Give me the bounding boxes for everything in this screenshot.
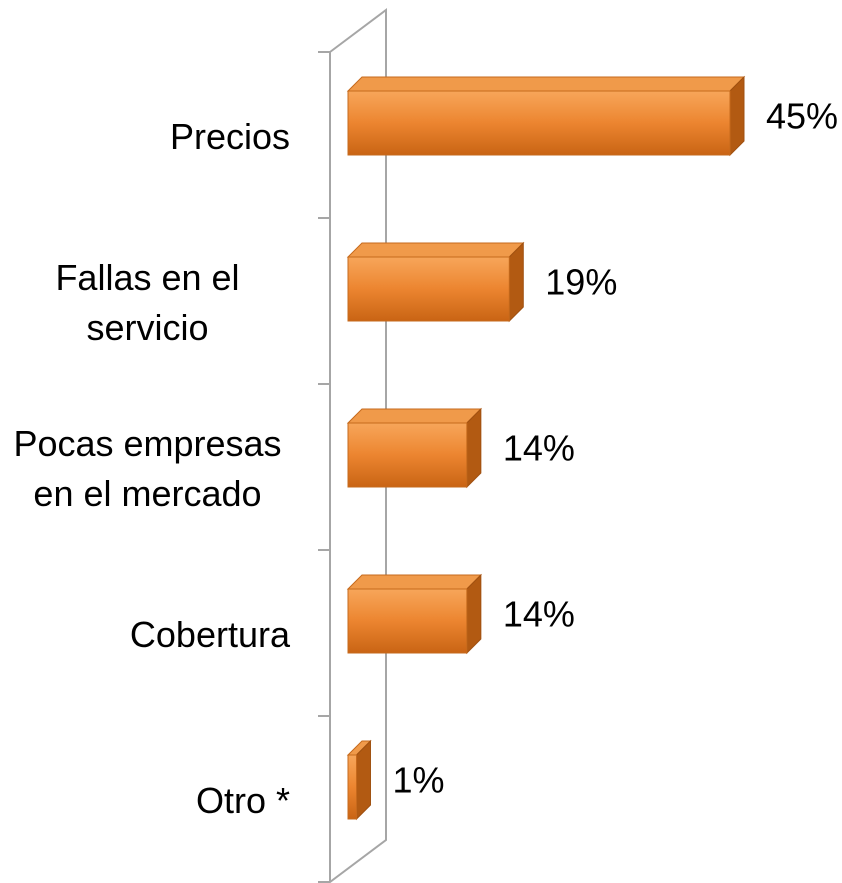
bar-front <box>347 422 468 488</box>
category-label: Fallas en el servicio <box>5 253 290 353</box>
bar-front <box>347 256 510 322</box>
bar <box>346 407 483 489</box>
bar-side <box>466 407 482 489</box>
category-text: Cobertura <box>129 614 290 655</box>
bar-front <box>347 90 731 156</box>
category-label: Cobertura <box>5 610 290 660</box>
axis-wall <box>329 8 387 883</box>
value-label: 14% <box>503 428 575 469</box>
value-label: 19% <box>545 262 617 303</box>
bar-side <box>355 739 371 821</box>
category-text: Precios <box>169 116 290 157</box>
category-text: Pocas empresas en el mercado <box>13 423 282 514</box>
value-label: 1% <box>392 760 444 801</box>
category-label: Pocas empresas en el mercado <box>5 419 290 519</box>
bar <box>346 241 525 323</box>
bar-top <box>346 574 483 590</box>
bar-side <box>466 573 482 655</box>
bar-top <box>346 76 746 92</box>
category-label: Precios <box>5 112 290 162</box>
bar-top <box>346 242 525 258</box>
category-text: Fallas en el servicio <box>55 257 240 348</box>
bar-side <box>729 75 745 157</box>
bar-side <box>508 241 524 323</box>
category-text: Otro * <box>195 780 290 821</box>
bar <box>346 75 746 157</box>
bar <box>346 573 483 655</box>
value-label: 45% <box>766 96 838 137</box>
bar-front <box>347 754 357 820</box>
value-label: 14% <box>503 594 575 635</box>
bar <box>346 739 372 821</box>
bar-front <box>347 588 468 654</box>
bar-top <box>346 408 483 424</box>
category-label: Otro * <box>5 776 290 826</box>
